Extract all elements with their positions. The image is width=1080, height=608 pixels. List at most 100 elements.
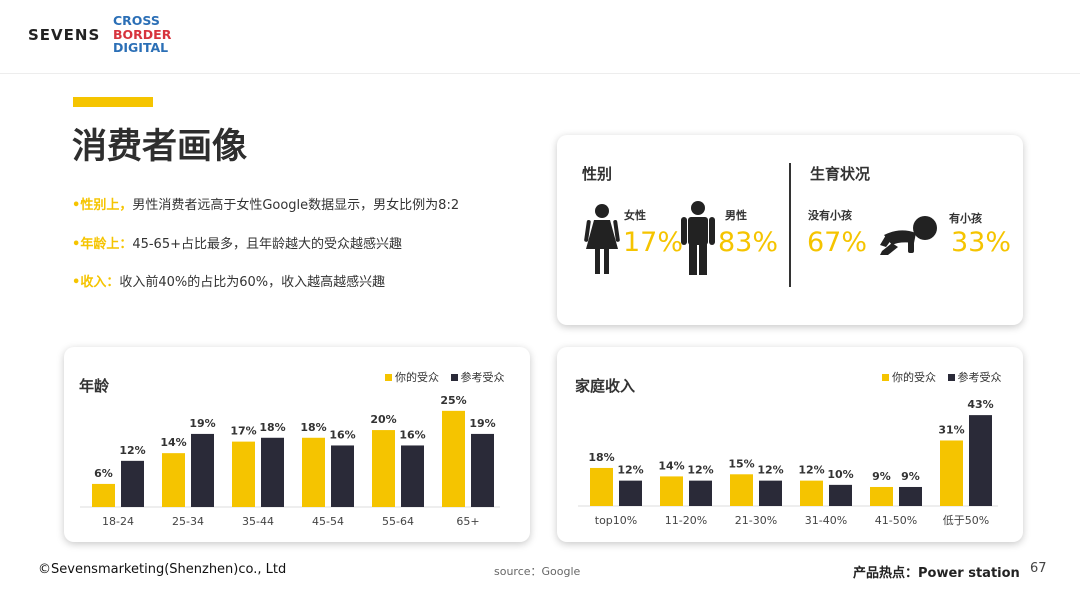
- has-child-percent: 33%: [951, 227, 1012, 258]
- legend-swatch-yours: [385, 373, 392, 381]
- data-label-reference-11-20%: 12%: [687, 464, 713, 477]
- data-label-reference-55-64: 16%: [399, 428, 425, 441]
- title-accent-bar: [73, 97, 153, 107]
- bar-reference-31-40%: [829, 484, 852, 506]
- logo-line-3: DIGITAL: [113, 40, 169, 55]
- bullet-gender: •性别上，男性消费者远高于女性Google数据显示，男女比例为8:2: [72, 194, 459, 213]
- tick-label-低于50%: 低于50%: [943, 514, 989, 527]
- data-label-reference-25-34: 19%: [189, 417, 215, 430]
- female-icon: [584, 204, 620, 274]
- tick-label-21-30%: 21-30%: [735, 514, 777, 527]
- bar-reference-25-34: [191, 433, 214, 507]
- legend-swatch-yours: [882, 373, 889, 381]
- bar-yours-31-40%: [800, 480, 823, 506]
- legend-label-yours: 你的受众: [892, 371, 936, 384]
- tick-label-41-50%: 41-50%: [875, 514, 917, 527]
- tick-label-25-34: 25-34: [172, 515, 204, 528]
- legend-swatch-reference: [947, 373, 955, 381]
- data-label-yours-21-30%: 15%: [728, 457, 754, 470]
- legend-swatch-reference: [450, 373, 458, 381]
- bar-yours-top10%: [590, 467, 613, 506]
- crawling-baby-icon: [880, 216, 937, 255]
- tick-label-31-40%: 31-40%: [805, 514, 847, 527]
- source-note: source：Google: [494, 565, 581, 578]
- page-number: 67: [1030, 561, 1047, 576]
- legend-label-yours: 你的受众: [395, 371, 439, 384]
- cross-border-digital-logo: CROSS BORDER DIGITAL: [113, 14, 171, 55]
- data-label-yours-65+: 25%: [440, 394, 466, 407]
- has-child-label: 有小孩: [949, 212, 982, 225]
- logo-line-2: BORDER: [113, 26, 172, 42]
- age-chart-legend: 你的受众 参考受众: [385, 369, 505, 385]
- page-title: 消费者画像: [72, 127, 248, 167]
- copyright: ©Sevensmarketing(Shenzhen)co., Ltd: [38, 562, 287, 577]
- bullet-marker: •: [72, 198, 81, 213]
- bar-reference-低于50%: [969, 415, 992, 506]
- bullet-highlight: 收入：: [80, 275, 120, 290]
- income-chart-legend: 你的受众 参考受众: [882, 369, 1002, 385]
- bar-yours-55-64: [372, 430, 395, 507]
- bar-reference-21-30%: [759, 480, 782, 506]
- income-bar-chart: 18%12%top10%14% 12%11-20%15% 12%21-30%12% 1…: [578, 398, 998, 527]
- tick-label-18-24: 18-24: [102, 515, 134, 528]
- header-divider: [0, 73, 1080, 74]
- tick-label-11-20%: 11-20%: [665, 514, 707, 527]
- female-percent: 17%: [623, 227, 684, 258]
- data-label-reference-35-44: 18%: [259, 421, 285, 434]
- bullet-marker: •: [72, 275, 81, 290]
- female-label: 女性: [624, 209, 646, 222]
- data-label-yours-低于50%: 31%: [938, 423, 964, 436]
- bar-yours-25-34: [162, 453, 185, 507]
- bar-reference-35-44: [261, 437, 284, 507]
- panel-divider: [789, 163, 791, 287]
- bar-yours-45-54: [302, 437, 325, 507]
- bar-reference-55-64: [401, 445, 424, 507]
- bar-yours-65+: [442, 410, 465, 507]
- data-label-yours-31-40%: 12%: [798, 464, 824, 477]
- data-label-reference-41-50%: 9%: [901, 470, 920, 483]
- parental-heading: 生育状况: [810, 165, 871, 183]
- bullet-highlight: 年龄上：: [80, 237, 133, 252]
- age-chart-title: 年龄: [79, 377, 110, 395]
- male-icon: [681, 201, 715, 275]
- bullet-text: 收入前40%的占比为60%，收入越高越感兴趣: [119, 275, 386, 290]
- data-label-yours-35-44: 17%: [230, 425, 256, 438]
- bar-reference-45-54: [331, 445, 354, 507]
- tick-label-55-64: 55-64: [382, 515, 414, 528]
- data-label-yours-11-20%: 14%: [658, 459, 684, 472]
- bar-yours-35-44: [232, 441, 255, 507]
- bullet-income: •收入：收入前40%的占比为60%，收入越高越感兴趣: [72, 271, 385, 290]
- bar-reference-41-50%: [899, 486, 922, 506]
- bar-reference-top10%: [619, 480, 642, 506]
- data-label-yours-41-50%: 9%: [872, 470, 891, 483]
- bullet-text: 45-65+占比最多，且年龄越大的受众越感兴趣: [132, 237, 402, 252]
- bar-yours-41-50%: [870, 486, 893, 506]
- data-label-yours-45-54: 18%: [300, 421, 326, 434]
- age-chart-card: 年龄 你的受众 参考受众 6% 12% 18-24 14% 19% 25-34 17% 18%…: [64, 347, 530, 542]
- gender-parental-card: 性别 生育状况 女性 17% 男性 83% 没有小孩 67% 有小孩 33%: [557, 135, 1023, 325]
- income-chart-card: 家庭收入 你的受众 参考受众 18% 12% top10% 14% 12% 11-20% 1…: [557, 347, 1023, 542]
- income-chart-title: 家庭收入: [575, 377, 636, 395]
- bar-reference-18-24: [121, 460, 144, 507]
- male-label: 男性: [725, 209, 747, 222]
- data-label-yours-25-34: 14%: [160, 436, 186, 449]
- data-label-reference-top10%: 12%: [617, 464, 643, 477]
- tick-label-35-44: 35-44: [242, 515, 274, 528]
- bar-yours-低于50%: [940, 440, 963, 506]
- legend-label-reference: 参考受众: [957, 371, 1002, 384]
- bar-yours-21-30%: [730, 474, 753, 506]
- male-percent: 83%: [718, 227, 779, 258]
- tick-label-top10%: top10%: [595, 514, 637, 527]
- data-label-yours-top10%: 18%: [588, 451, 614, 464]
- bullet-age: •年龄上：45-65+占比最多，且年龄越大的受众越感兴趣: [72, 233, 402, 252]
- bar-reference-11-20%: [689, 480, 712, 506]
- legend-label-reference: 参考受众: [460, 371, 505, 384]
- sevens-logo: SEVENS: [28, 26, 101, 44]
- data-label-reference-45-54: 16%: [329, 428, 355, 441]
- bullet-text: 男性消费者远高于女性Google数据显示，男女比例为8:2: [132, 198, 460, 213]
- data-label-reference-21-30%: 12%: [757, 464, 783, 477]
- bar-reference-65+: [471, 433, 494, 507]
- data-label-reference-31-40%: 10%: [827, 468, 853, 481]
- data-label-yours-18-24: 6%: [94, 467, 113, 480]
